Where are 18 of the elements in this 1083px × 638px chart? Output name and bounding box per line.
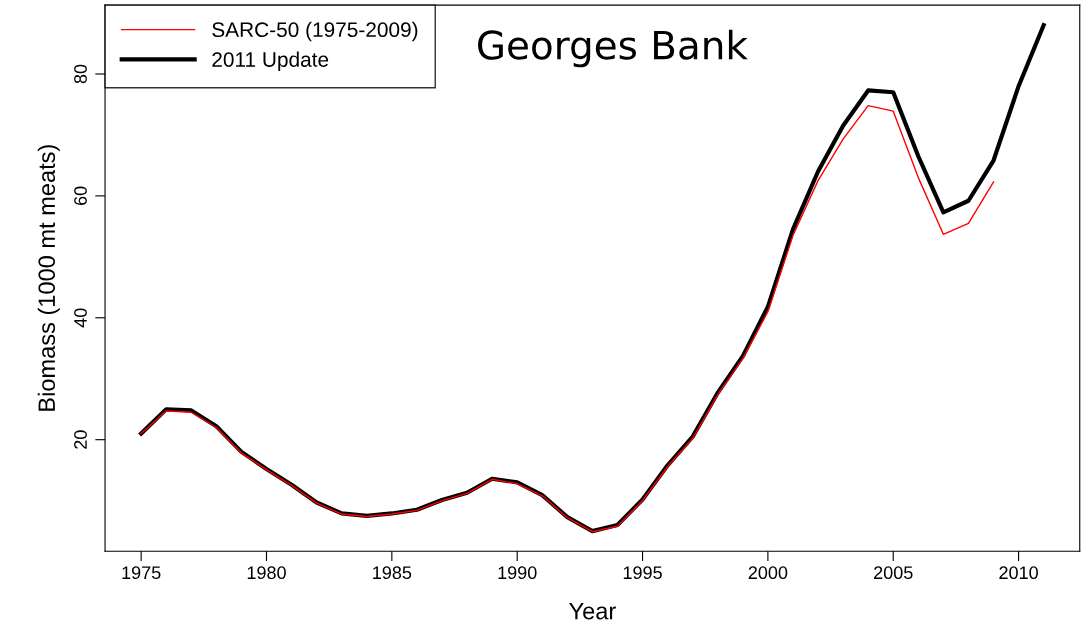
y-axis-title: Biomass (1000 mt meats) <box>37 145 60 411</box>
x-tick-label: 1980 <box>247 566 286 580</box>
y-tick-label: 20 <box>74 430 87 449</box>
x-tick-label: 2010 <box>999 566 1038 580</box>
y-tick-label: 40 <box>74 308 87 328</box>
x-tick-label: 1975 <box>122 566 161 580</box>
text: Georges Bank <box>478 29 748 68</box>
legend-label: 2011 Update <box>212 51 329 72</box>
y-tick-label: 80 <box>74 64 87 84</box>
x-tick-label: 1995 <box>623 566 662 580</box>
x-tick-label: 1990 <box>498 566 537 580</box>
y-tick-label: 60 <box>74 186 87 206</box>
x-tick-label: 1985 <box>373 566 412 580</box>
x-tick-label: 2005 <box>874 566 913 580</box>
legend-label: SARC-50 (1975-2009) <box>212 21 418 42</box>
line-series <box>140 104 995 533</box>
x-tick-label: 2000 <box>748 566 788 580</box>
x-axis-title: Year <box>569 602 616 620</box>
